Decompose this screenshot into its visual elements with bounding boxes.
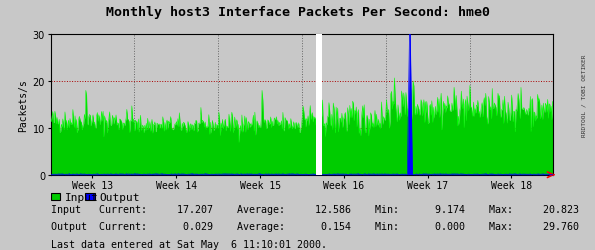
- Text: RRDTOOL / TOBI OETIKER: RRDTOOL / TOBI OETIKER: [582, 54, 587, 136]
- Text: Last data entered at Sat May  6 11:10:01 2000.: Last data entered at Sat May 6 11:10:01 …: [51, 239, 327, 249]
- Text: Output  Current:      0.029    Average:      0.154    Min:      0.000    Max:   : Output Current: 0.029 Average: 0.154 Min…: [51, 221, 578, 231]
- Text: Input   Current:     17.207    Average:     12.586    Min:      9.174    Max:   : Input Current: 17.207 Average: 12.586 Mi…: [51, 204, 578, 214]
- Text: Input: Input: [64, 192, 98, 202]
- Bar: [317, 35, 322, 175]
- Y-axis label: Packets/s: Packets/s: [18, 79, 29, 131]
- FancyBboxPatch shape: [51, 194, 60, 200]
- Text: Output: Output: [99, 192, 140, 202]
- Text: Monthly host3 Interface Packets Per Second: hme0: Monthly host3 Interface Packets Per Seco…: [105, 6, 490, 19]
- FancyBboxPatch shape: [86, 194, 95, 200]
